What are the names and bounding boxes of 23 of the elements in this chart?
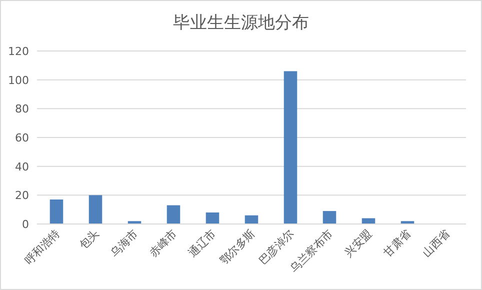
chart-title: 毕业生生源地分布 (173, 13, 309, 33)
x-tick-label: 赤峰市 (147, 226, 180, 260)
y-tick-label: 80 (15, 102, 29, 116)
x-tick-label: 山西省 (420, 226, 453, 260)
bar (206, 212, 220, 224)
bar (322, 211, 336, 224)
x-tick-label: 甘肃省 (381, 226, 414, 260)
bar (166, 205, 180, 224)
y-tick-label: 40 (15, 160, 29, 174)
y-tick-label: 120 (8, 45, 29, 58)
bar (362, 218, 376, 224)
x-tick-label: 乌海市 (108, 226, 141, 260)
x-tick-label: 兴安盟 (342, 226, 375, 260)
x-tick-label: 通辽市 (186, 226, 219, 260)
y-tick-label: 60 (15, 132, 29, 144)
bar (284, 71, 298, 224)
y-tick-label: 20 (15, 189, 29, 202)
bar (50, 199, 64, 224)
bar (244, 215, 258, 224)
y-tick-label: 100 (8, 74, 29, 87)
bar (88, 195, 102, 224)
x-tick-label: 鄂尔多斯 (217, 226, 258, 268)
x-tick-label: 包头 (76, 226, 102, 252)
